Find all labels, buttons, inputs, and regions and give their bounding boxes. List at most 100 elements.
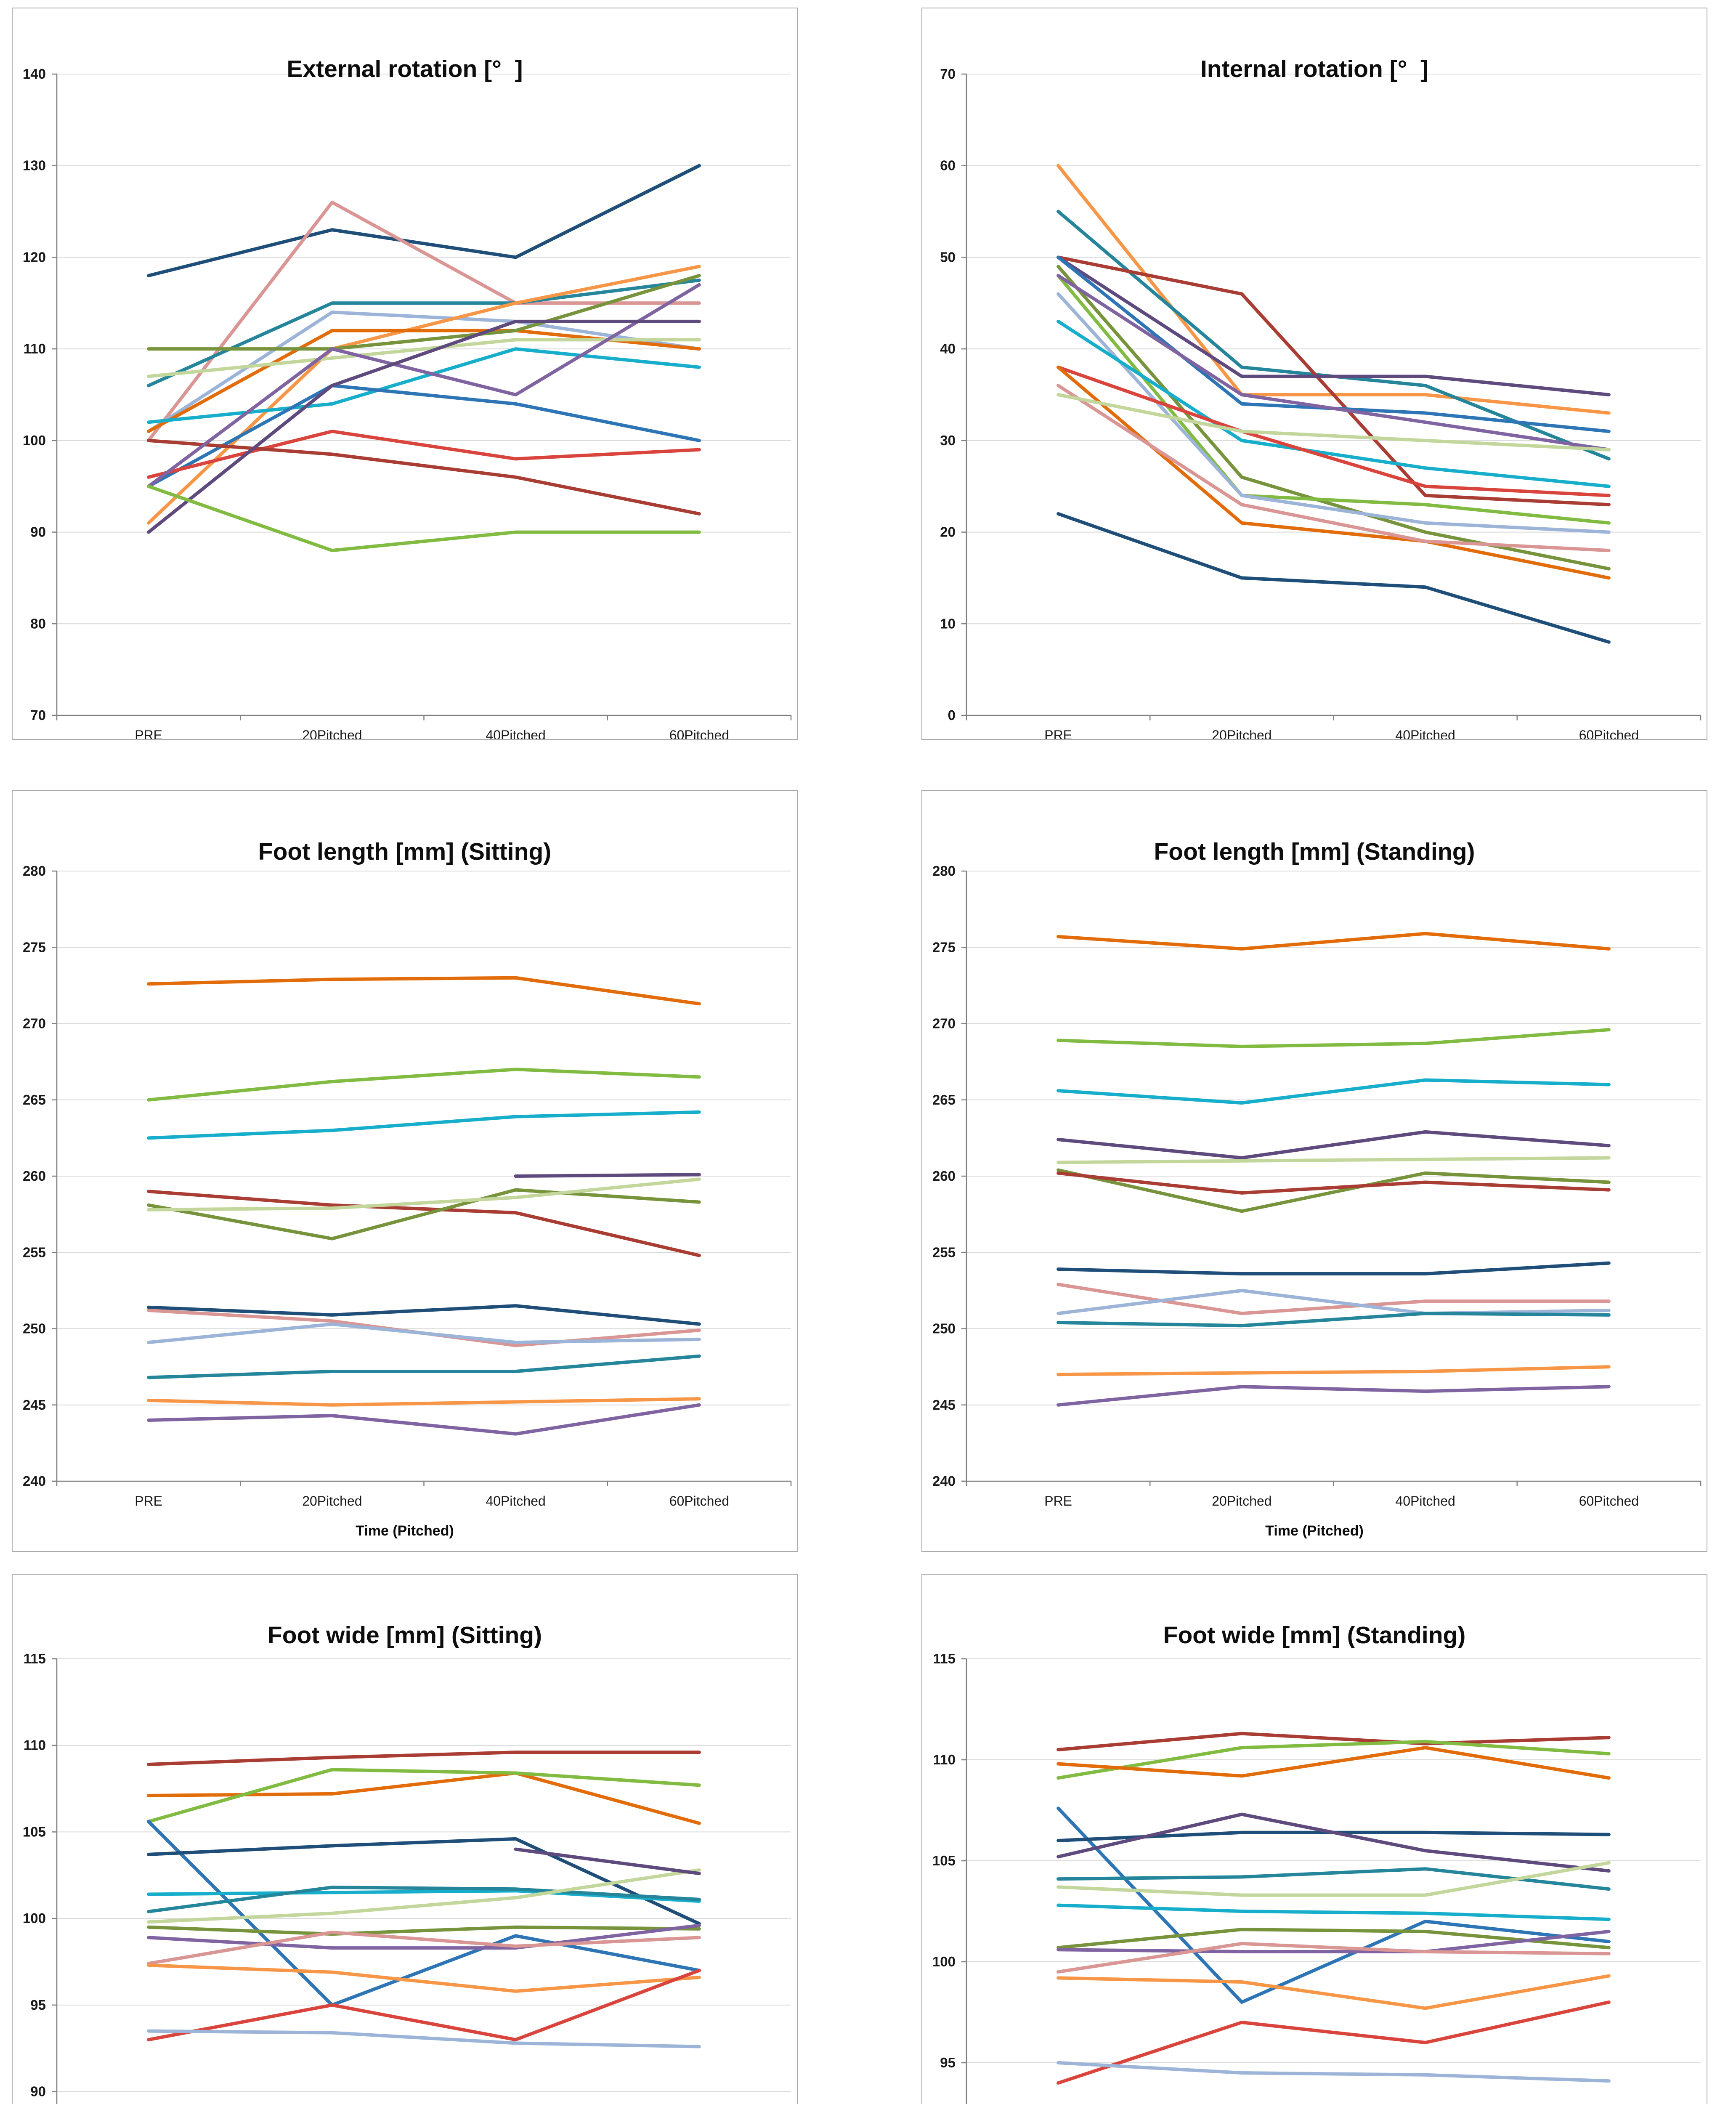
series-line-navy <box>1056 512 1611 644</box>
series-line-pink <box>1056 1942 1611 1974</box>
series-line-pink <box>1056 384 1611 553</box>
svg-text:PRE: PRE <box>1044 728 1072 739</box>
series-line-green <box>1056 1028 1611 1048</box>
series-line-pink <box>1056 1283 1611 1315</box>
svg-text:40: 40 <box>940 341 956 356</box>
series-line-darkorange <box>147 976 701 1006</box>
series-line-pink <box>147 1931 701 1966</box>
svg-text:115: 115 <box>24 1651 46 1666</box>
series-line-purple <box>1056 1930 1611 1953</box>
svg-text:110: 110 <box>933 1752 956 1767</box>
series-line-blue <box>147 384 701 488</box>
series-line-teal <box>1056 1312 1611 1328</box>
x-axis-title: Time (Pitched) <box>1265 1523 1364 1539</box>
series-line-lightgreen <box>1056 1156 1611 1164</box>
chart-title: Internal rotation [° ] <box>1200 56 1429 83</box>
chart-card-foot-wide-sitting: Foot wide [mm] (Sitting) 808590951001051… <box>12 1574 798 2104</box>
series-line-cyan <box>147 347 701 424</box>
svg-text:105: 105 <box>932 1853 956 1868</box>
svg-text:60Pitched: 60Pitched <box>1579 728 1639 739</box>
series-line-olive <box>147 1188 701 1241</box>
series-line-darkred <box>1056 1171 1611 1195</box>
svg-text:40Pitched: 40Pitched <box>486 728 545 739</box>
series-line-teal <box>147 278 701 388</box>
series-line-green <box>147 1068 701 1102</box>
svg-text:240: 240 <box>23 1473 46 1489</box>
svg-text:10: 10 <box>940 616 956 631</box>
svg-text:130: 130 <box>23 158 46 173</box>
series-line-teal <box>147 1886 701 1913</box>
line-plot: 0 10 20 30 40 50 60 70 PRE 20Pitched 40Pitched 60Pi… <box>940 66 1701 739</box>
svg-text:110: 110 <box>24 1737 46 1753</box>
svg-text:60Pitched: 60Pitched <box>669 728 729 739</box>
series-line-navy <box>147 1304 701 1326</box>
svg-text:60Pitched: 60Pitched <box>669 1493 729 1509</box>
svg-text:60: 60 <box>940 158 956 173</box>
svg-text:265: 265 <box>23 1092 46 1108</box>
svg-text:245: 245 <box>932 1397 956 1413</box>
series-line-olive <box>147 274 701 351</box>
chart-title: Foot length [mm] (Sitting) <box>258 838 552 866</box>
series-line-cyan <box>147 1110 701 1140</box>
line-plot: 240 245 250 255 260 265 270 275 280 PRE 20Pitched 4… <box>23 863 792 1509</box>
series-line-purple <box>147 1403 701 1436</box>
series-line-lightgreen <box>147 1177 701 1211</box>
svg-text:70: 70 <box>940 66 956 82</box>
series-line-red <box>147 430 701 479</box>
series-line-darkred <box>147 1190 701 1257</box>
svg-text:275: 275 <box>23 939 46 955</box>
chart-card-foot-length-standing: Foot length [mm] (Standing) 240 245 250 255… <box>921 790 1707 1552</box>
chart-card-external-rotation: External rotation [° ] 70 80 90 100 110 120 13… <box>12 8 798 740</box>
series-line-red <box>1056 2000 1611 2085</box>
svg-text:60Pitched: 60Pitched <box>1579 1493 1639 1509</box>
svg-text:100: 100 <box>932 1954 956 1969</box>
series-line-navy <box>147 1837 701 1926</box>
series-line-darkred <box>1056 1732 1611 1751</box>
svg-text:30: 30 <box>940 433 956 448</box>
series-line-olive <box>1056 1168 1611 1213</box>
series-line-darkpurple <box>1056 1130 1611 1160</box>
svg-text:PRE: PRE <box>135 1493 162 1509</box>
svg-text:245: 245 <box>23 1397 46 1413</box>
series-line-darkorange <box>1056 1746 1611 1780</box>
series-line-orange <box>147 1963 701 1993</box>
svg-text:280: 280 <box>23 863 46 879</box>
series-line-darkorange <box>147 329 701 433</box>
svg-text:140: 140 <box>23 66 46 82</box>
svg-text:40Pitched: 40Pitched <box>1395 728 1455 739</box>
series-line-olive <box>147 1925 701 1936</box>
series-line-darkred <box>147 438 701 516</box>
series-line-green <box>1056 1740 1611 1780</box>
series-line-steelblue <box>147 2029 701 2048</box>
svg-text:40Pitched: 40Pitched <box>1395 1493 1455 1509</box>
chart-title: Foot length [mm] (Standing) <box>1154 838 1475 866</box>
svg-text:40Pitched: 40Pitched <box>486 1493 545 1509</box>
svg-text:80: 80 <box>30 616 46 631</box>
series-line-orange <box>147 1397 701 1407</box>
svg-text:20Pitched: 20Pitched <box>1212 728 1271 739</box>
series-line-olive <box>1056 265 1611 571</box>
series-line-green <box>147 484 701 553</box>
series-line-navy <box>147 164 701 277</box>
series-line-navy <box>1056 1261 1611 1275</box>
svg-text:95: 95 <box>940 2055 956 2070</box>
svg-text:PRE: PRE <box>135 728 162 739</box>
svg-text:240: 240 <box>932 1473 956 1489</box>
series-line-lightgreen <box>1056 393 1611 452</box>
svg-text:50: 50 <box>940 249 956 265</box>
svg-text:255: 255 <box>932 1244 956 1260</box>
svg-text:265: 265 <box>932 1092 956 1108</box>
series-line-cyan <box>147 1889 701 1903</box>
series-line-olive <box>1056 1928 1611 1950</box>
series-line-purple <box>147 1923 701 1950</box>
chart-title: Foot wide [mm] (Standing) <box>1163 1622 1466 1649</box>
series-line-red <box>1056 365 1611 497</box>
svg-text:20Pitched: 20Pitched <box>1212 1493 1271 1509</box>
svg-text:120: 120 <box>23 249 46 265</box>
series-line-purple <box>147 283 701 488</box>
svg-text:280: 280 <box>932 863 956 879</box>
svg-text:20Pitched: 20Pitched <box>302 1493 362 1509</box>
chart-title: External rotation [° ] <box>287 56 523 83</box>
line-plot: 70 80 90 100 110 120 130 140 PRE 20Pitched 40Pitch… <box>23 66 792 739</box>
